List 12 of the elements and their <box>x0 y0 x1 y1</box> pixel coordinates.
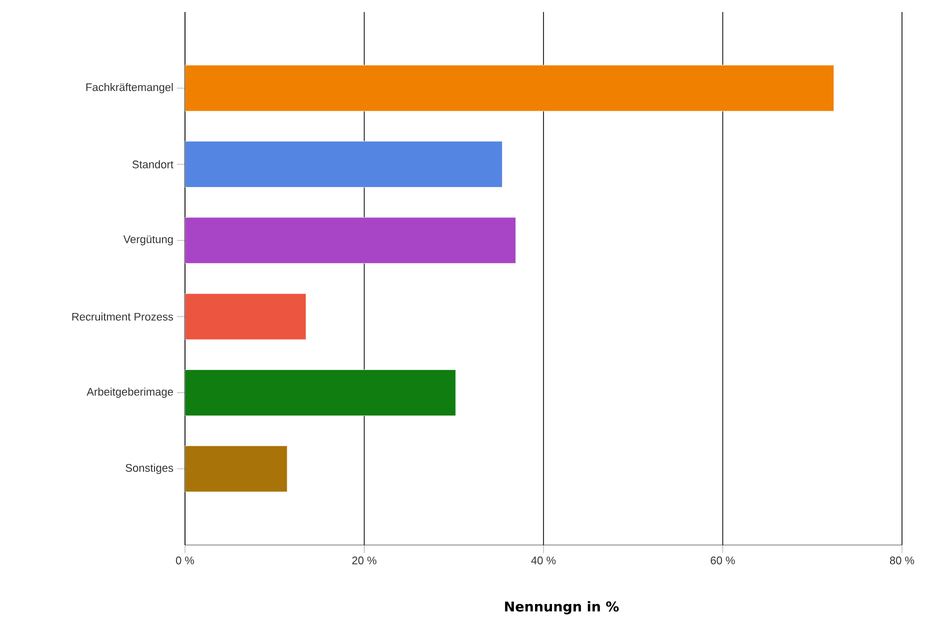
y-tick-label: Fachkräftemangel <box>86 83 173 94</box>
x-tick-label: 20 % <box>352 556 376 564</box>
x-tick-label: 60 % <box>710 556 735 564</box>
x-axis-title: Nennungn in % <box>505 601 619 614</box>
y-tick-label: Vergütung <box>123 236 173 246</box>
x-tick-label: 40 % <box>531 556 556 564</box>
x-tick-label: 0 % <box>176 556 194 564</box>
x-tick-label: 80 % <box>890 556 914 564</box>
y-tick-label: Standort <box>132 160 174 168</box>
y-tick-label: Sonstiges <box>126 464 174 474</box>
y-tick-label: Recruitment Prozess <box>72 312 174 321</box>
y-tick-label: Arbeitgeberimage <box>86 388 173 398</box>
